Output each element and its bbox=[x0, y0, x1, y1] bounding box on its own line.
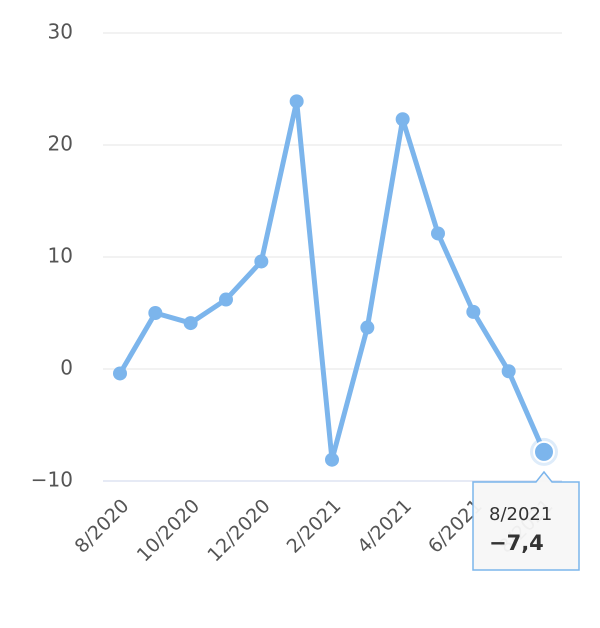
tooltip-value: −7,4 bbox=[489, 531, 544, 555]
marker bbox=[533, 440, 555, 463]
y-tick-label: 0 bbox=[60, 356, 73, 380]
y-tick-label: 10 bbox=[48, 244, 73, 268]
tooltip-label: 8/2021 bbox=[489, 504, 552, 525]
marker bbox=[183, 316, 198, 331]
marker bbox=[289, 94, 304, 109]
marker bbox=[360, 320, 375, 335]
marker bbox=[219, 292, 233, 307]
marker bbox=[466, 304, 481, 319]
tooltip: 8/2021 −7,4 bbox=[472, 470, 580, 571]
marker bbox=[113, 366, 127, 381]
y-tick-label: −10 bbox=[31, 468, 73, 492]
x-tick-label: 2/2021 bbox=[283, 495, 346, 558]
y-tick-label: 30 bbox=[48, 20, 73, 44]
marker bbox=[431, 226, 445, 241]
x-tick-label: 12/2020 bbox=[203, 495, 274, 566]
marker bbox=[395, 112, 410, 127]
marker bbox=[254, 254, 269, 269]
x-tick-label: 4/2021 bbox=[353, 495, 416, 558]
y-tick-label: 20 bbox=[48, 132, 73, 156]
marker bbox=[501, 364, 516, 379]
tooltip-box bbox=[472, 470, 580, 571]
x-tick-label: 10/2020 bbox=[133, 495, 204, 566]
marker bbox=[325, 452, 339, 467]
line bbox=[117, 98, 547, 463]
marker bbox=[148, 306, 163, 320]
x-tick-label: 8/2020 bbox=[71, 495, 134, 558]
